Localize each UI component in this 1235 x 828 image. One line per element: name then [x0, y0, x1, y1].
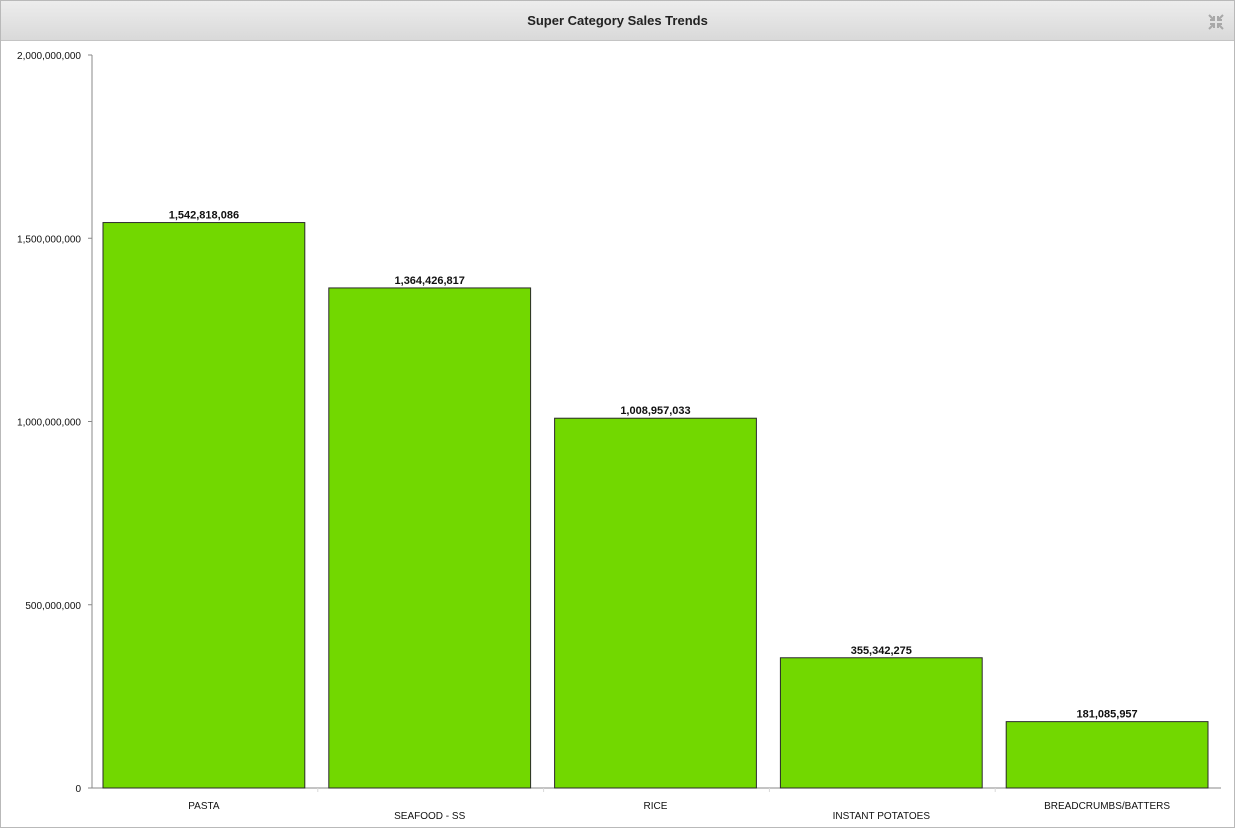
- y-tick-label: 1,500,000,000: [17, 234, 81, 245]
- bar-chart: 0 500,000,000 1,000,000,000 1,500,000,000 2,…: [17, 51, 1221, 822]
- chart-title: Super Category Sales Trends: [527, 13, 708, 28]
- bar: [779, 657, 983, 789]
- x-tick-label: RICE: [644, 801, 668, 812]
- bar: [554, 417, 757, 789]
- bar: [1005, 721, 1209, 789]
- bar: [102, 222, 306, 789]
- x-tick-label: INSTANT POTATOES: [833, 811, 931, 822]
- panel-header: Super Category Sales Trends: [1, 1, 1234, 41]
- bar-value-label: 1,364,426,817: [395, 275, 465, 287]
- y-tick-label: 2,000,000,000: [17, 51, 81, 62]
- x-tick-label: SEAFOOD - SS: [394, 811, 465, 822]
- x-tick-label: PASTA: [188, 801, 220, 812]
- y-tick-label: 0: [75, 784, 81, 795]
- bar: [328, 287, 532, 789]
- bar-value-label: 1,008,957,033: [620, 405, 690, 417]
- bar-value-label: 1,542,818,086: [169, 210, 239, 222]
- collapse-arrows-icon[interactable]: [1208, 14, 1224, 30]
- x-tick-label: BREADCRUMBS/BATTERS: [1044, 801, 1170, 812]
- bar-value-label: 181,085,957: [1077, 709, 1138, 721]
- y-tick-label: 500,000,000: [25, 601, 81, 612]
- bar-value-label: 355,342,275: [851, 645, 912, 657]
- y-tick-label: 1,000,000,000: [17, 418, 81, 429]
